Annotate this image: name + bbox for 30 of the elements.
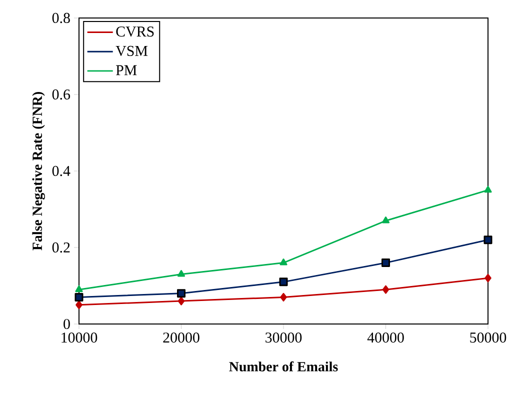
legend-label: CVRS bbox=[116, 26, 154, 37]
point bbox=[75, 285, 83, 292]
x-tick-label: 30000 bbox=[266, 332, 302, 343]
x-tick-label: 10000 bbox=[62, 332, 98, 343]
point bbox=[280, 258, 288, 266]
point bbox=[382, 216, 390, 224]
point bbox=[382, 285, 390, 294]
x-axis-title: Number of Emails bbox=[229, 361, 338, 372]
point bbox=[177, 289, 186, 298]
legend-label: PM bbox=[116, 65, 137, 76]
point bbox=[76, 300, 82, 310]
y-tick-label: 0.2 bbox=[52, 242, 70, 253]
point bbox=[178, 296, 185, 306]
point bbox=[382, 258, 390, 268]
point bbox=[484, 274, 492, 282]
point bbox=[74, 292, 84, 302]
x-tick-label: 40000 bbox=[367, 332, 404, 343]
x-tick-label: 20000 bbox=[163, 332, 200, 343]
point bbox=[279, 278, 288, 286]
point bbox=[484, 186, 492, 193]
x-tick-label: 50000 bbox=[470, 332, 506, 343]
y-tick-label: 0.4 bbox=[52, 166, 70, 176]
y-tick-label: 0.8 bbox=[52, 12, 70, 24]
point bbox=[280, 292, 287, 302]
y-axis-title: False Negative Rate (FNR) bbox=[32, 92, 45, 250]
y-tick-label: 0 bbox=[64, 318, 70, 330]
point bbox=[484, 236, 492, 244]
point bbox=[177, 270, 186, 277]
y-tick-label: 0.6 bbox=[52, 89, 70, 100]
legend-label: VSM bbox=[116, 46, 148, 56]
